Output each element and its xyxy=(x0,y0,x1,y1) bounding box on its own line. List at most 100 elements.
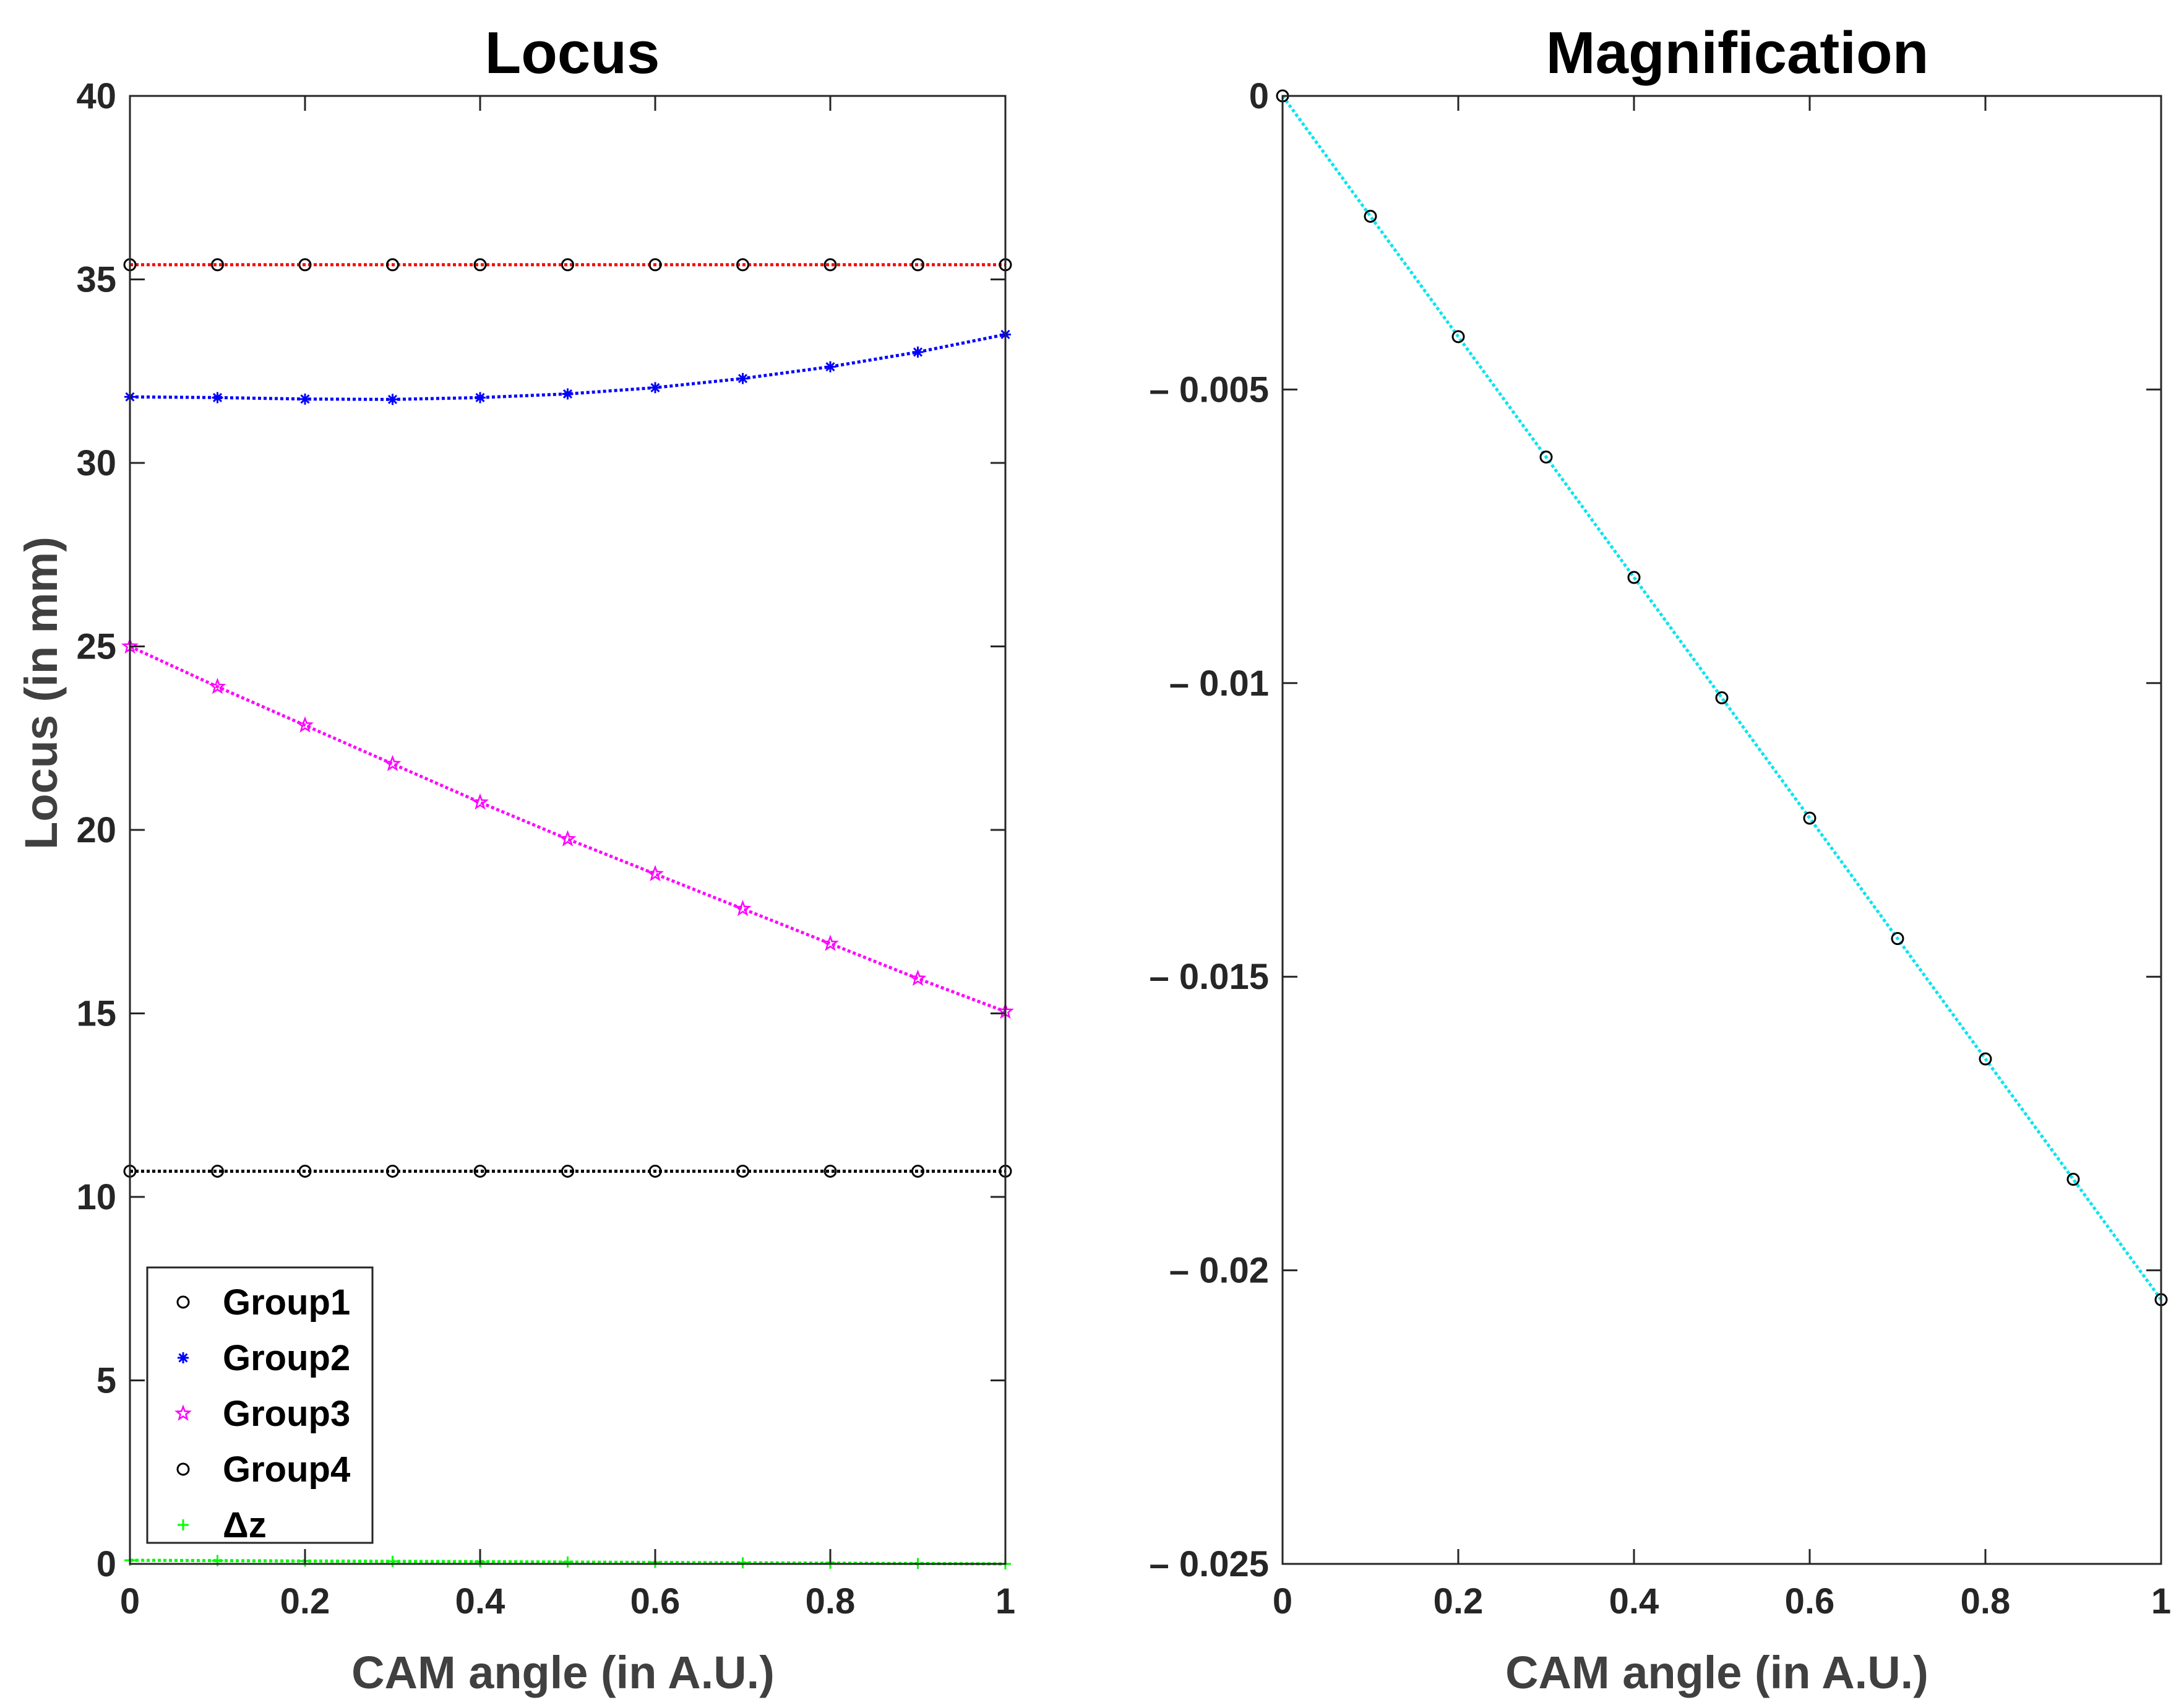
magnification-axes-box xyxy=(1281,95,2162,1565)
locus-x-axis-label: CAM angle (in A.U.) xyxy=(351,1647,775,1698)
data-point-group3 xyxy=(909,969,927,986)
data-point-group4 xyxy=(648,1164,662,1178)
locus-x-tick-label: 0.6 xyxy=(630,1581,681,1621)
magnification-ticks: 0 0.2 0.4 0.6 0.8 1 0 – 0.005 – 0.01 – 0.015 – 0.0… xyxy=(1149,76,2171,1621)
data-point-group1 xyxy=(211,258,224,272)
data-point-group4 xyxy=(386,1164,399,1178)
data-point-group1 xyxy=(823,258,837,272)
data-point-group1 xyxy=(298,258,312,272)
data-point-delta-z xyxy=(562,1556,574,1568)
locus-y-tick-label: 20 xyxy=(76,810,116,850)
data-point-magnification xyxy=(1451,330,1465,343)
data-point-group3 xyxy=(734,899,752,917)
legend-marker-delta-z xyxy=(178,1519,189,1530)
data-point-group1 xyxy=(911,258,924,272)
data-point-group1 xyxy=(648,258,662,272)
data-point-group3 xyxy=(384,754,402,772)
legend-label-delta-z: Δz xyxy=(223,1505,267,1545)
data-point-group1 xyxy=(473,258,487,272)
data-point-group1 xyxy=(736,258,749,272)
data-point-group1 xyxy=(561,258,574,272)
data-point-group2 xyxy=(212,392,223,404)
data-point-group3 xyxy=(822,935,839,951)
magnification-y-tick-label: – 0.025 xyxy=(1149,1544,1269,1584)
locus-y-tick-label: 25 xyxy=(76,627,116,667)
legend-marker-group4 xyxy=(176,1462,190,1476)
locus-y-tick-label: 40 xyxy=(76,76,116,116)
data-point-group4 xyxy=(911,1164,924,1178)
magnification-x-tick-label: 0.8 xyxy=(1961,1581,2011,1621)
data-point-group4 xyxy=(211,1164,224,1178)
data-point-group3 xyxy=(647,865,664,881)
data-point-delta-z xyxy=(737,1557,749,1569)
magnification-x-tick-label: 0.4 xyxy=(1609,1581,1659,1621)
locus-y-tick-label: 30 xyxy=(76,443,116,483)
data-point-group3 xyxy=(209,678,226,694)
data-point-magnification xyxy=(2066,1173,2080,1186)
legend-label-group2: Group2 xyxy=(223,1338,350,1378)
data-point-group3 xyxy=(296,716,314,733)
magnification-title: Magnification xyxy=(1546,20,1929,86)
data-point-magnification xyxy=(1627,571,1641,584)
magnification-y-tick-label: – 0.01 xyxy=(1169,663,1269,704)
data-point-group4 xyxy=(736,1164,749,1178)
magnification-y-tick-label: 0 xyxy=(1249,76,1269,116)
data-point-group2 xyxy=(912,346,924,358)
series-line-group2 xyxy=(129,333,1006,401)
locus-x-tick-label: 0.4 xyxy=(455,1581,505,1621)
legend-label-group3: Group3 xyxy=(223,1394,350,1434)
data-point-group4 xyxy=(561,1164,574,1178)
series-line-group3 xyxy=(129,645,1006,1013)
magnification-panel: Magnification 0 0.2 0.4 0.6 0.8 1 0 – 0.005 – 0.… xyxy=(1149,20,2171,1698)
magnification-x-tick-label: 0 xyxy=(1273,1581,1292,1621)
locus-x-tick-label: 0.2 xyxy=(280,1581,330,1621)
legend-marker-group2 xyxy=(178,1352,189,1363)
data-point-magnification xyxy=(1891,932,1904,946)
legend-marker-group3 xyxy=(174,1404,192,1421)
data-point-group2 xyxy=(387,394,398,405)
locus-y-tick-label: 0 xyxy=(97,1544,116,1584)
legend-marker-group1 xyxy=(176,1295,190,1309)
data-point-group2 xyxy=(562,388,574,400)
data-point-delta-z xyxy=(387,1555,398,1567)
magnification-y-tick-label: – 0.005 xyxy=(1149,369,1269,410)
magnification-x-axis-label: CAM angle (in A.U.) xyxy=(1505,1647,1928,1698)
data-point-group3 xyxy=(471,793,489,810)
locus-x-tick-label: 0.8 xyxy=(806,1581,856,1621)
data-point-group4 xyxy=(473,1164,487,1178)
data-point-group4 xyxy=(823,1164,837,1178)
data-point-magnification xyxy=(1364,210,1377,223)
data-point-group2 xyxy=(299,393,311,405)
locus-y-tick-label: 15 xyxy=(76,994,116,1034)
magnification-y-tick-label: – 0.015 xyxy=(1149,957,1269,997)
magnification-x-tick-label: 1 xyxy=(2151,1581,2171,1621)
data-point-group2 xyxy=(825,361,836,373)
data-point-group3 xyxy=(559,830,577,847)
data-point-magnification xyxy=(1803,811,1816,825)
data-point-magnification xyxy=(1539,451,1553,464)
locus-legend: Group1 Group2 Group3 Group4 Δz xyxy=(146,1266,374,1545)
data-point-group1 xyxy=(386,258,399,272)
series-group1 xyxy=(123,258,1012,272)
magnification-y-tick-label: – 0.02 xyxy=(1169,1251,1269,1291)
data-point-magnification xyxy=(1715,691,1729,705)
locus-y-tick-label: 5 xyxy=(97,1361,116,1401)
data-point-group2 xyxy=(737,373,749,384)
magnification-x-tick-label: 0.2 xyxy=(1434,1581,1484,1621)
locus-y-axis-label: Locus (in mm) xyxy=(15,537,67,850)
data-point-group2 xyxy=(475,392,486,404)
locus-title: Locus xyxy=(485,20,660,86)
legend-label-group1: Group1 xyxy=(223,1282,350,1323)
magnification-x-tick-label: 0.6 xyxy=(1785,1581,1835,1621)
legend-label-group4: Group4 xyxy=(223,1449,350,1490)
data-point-group4 xyxy=(298,1164,312,1178)
data-point-magnification xyxy=(1979,1052,1992,1066)
locus-y-tick-label: 10 xyxy=(76,1177,116,1217)
data-point-group2 xyxy=(650,382,661,394)
legend-box xyxy=(146,1266,374,1544)
locus-x-tick-label: 0 xyxy=(120,1581,140,1621)
locus-x-tick-label: 1 xyxy=(995,1581,1015,1621)
